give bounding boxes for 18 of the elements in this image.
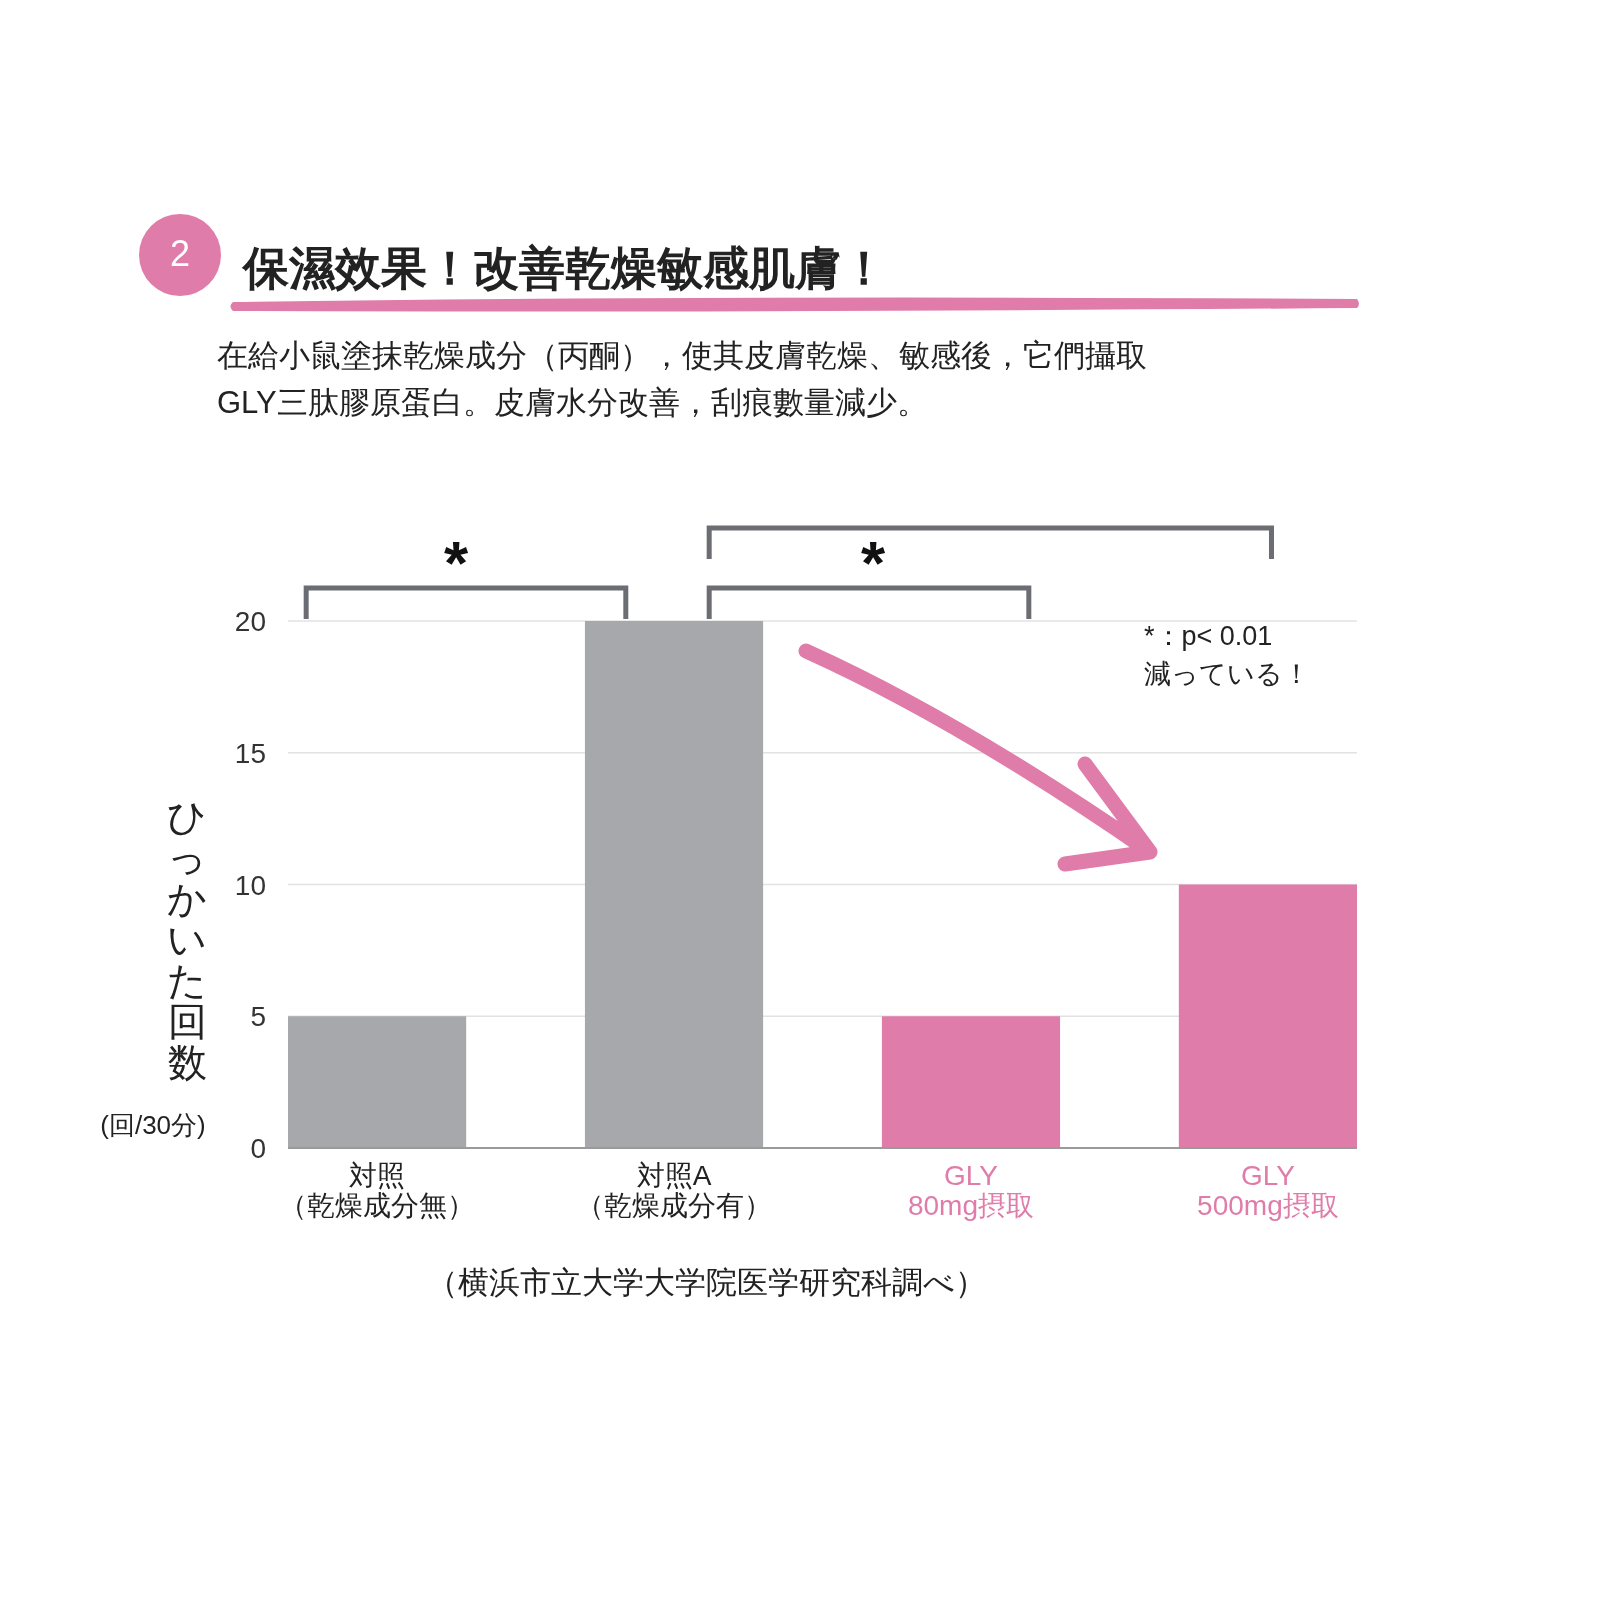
annotation: * — [860, 527, 886, 597]
x-tick-label: 対照（乾燥成分無） — [279, 1159, 476, 1221]
x-tick-label: GLY 80mg摂取 — [907, 1159, 1034, 1221]
y-tick-label: 20 — [234, 605, 266, 637]
annotation: 減っている！ — [1144, 659, 1310, 689]
subtitle: 在給小鼠塗抹乾燥成分（丙酮），使其皮膚乾燥、敏感後，它們攝取GLY三肽膠原蛋白。皮膚水分改善，刮痕數量減少。 — [217, 337, 1147, 420]
x-tick-label: 対照A（乾燥成分有） — [576, 1159, 773, 1221]
annotation: * — [443, 527, 469, 597]
y-axis-title: ひっかいた回数(回/30分) — [100, 794, 207, 1140]
y-tick-label: 0 — [250, 1132, 266, 1164]
x-tick-label: GLY 500mg摂取 — [1197, 1159, 1339, 1221]
annotation: （横浜市立大学大学院医学研究科調べ） — [426, 1264, 986, 1300]
annotation: 2 — [170, 232, 190, 274]
y-tick-label: 10 — [234, 869, 266, 900]
y-tick-label: 5 — [250, 1000, 266, 1032]
annotation: *：p< 0.01 — [1144, 621, 1273, 651]
y-tick-label: 15 — [234, 737, 266, 769]
title: 保濕效果！改善乾燥敏感肌膚！ — [243, 242, 887, 294]
